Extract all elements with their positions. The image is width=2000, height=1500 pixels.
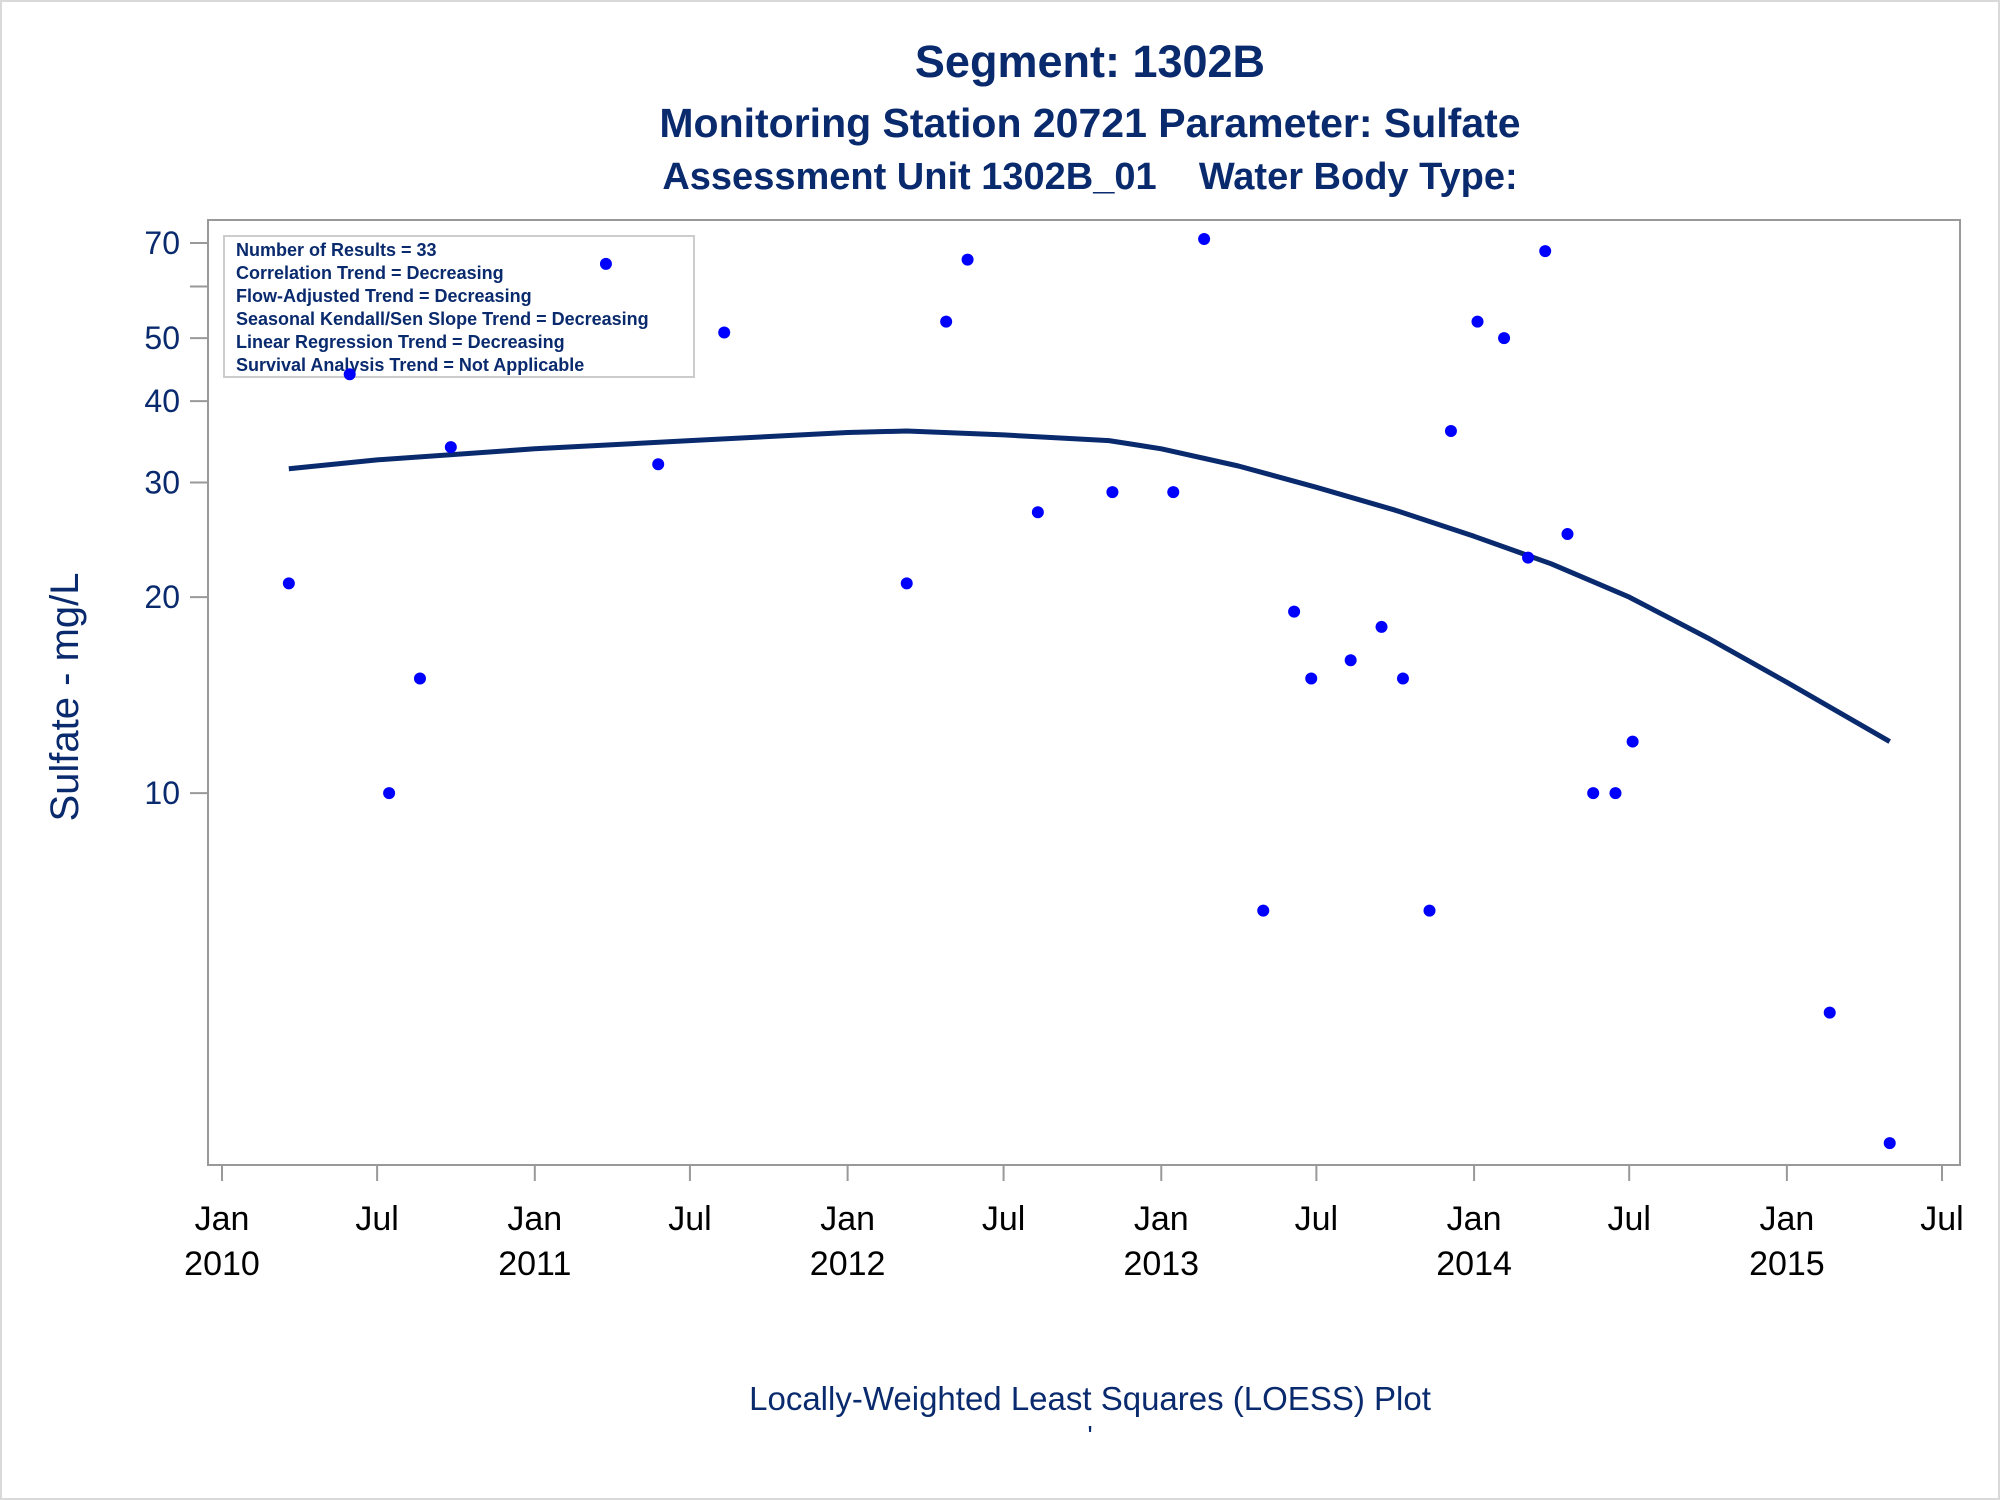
x-tick-label-month: Jan <box>507 1200 562 1238</box>
x-tick-label-month: Jul <box>982 1200 1025 1238</box>
x-tick-label-month: Jul <box>668 1200 711 1238</box>
x-tick-label-year: 2011 <box>498 1245 571 1283</box>
data-point <box>1539 245 1552 258</box>
chart-subtitle-station: Monitoring Station 20721 Parameter: Sulf… <box>659 100 1521 146</box>
data-point <box>1423 904 1436 917</box>
x-tick-label-year: 2014 <box>1436 1245 1512 1283</box>
y-tick-label: 30 <box>144 465 180 501</box>
data-point <box>1498 332 1511 345</box>
chart-title: Segment: 1302B <box>914 36 1266 87</box>
trend-summary-box: Number of Results = 33 Correlation Trend … <box>223 235 695 378</box>
data-points <box>282 232 1896 1150</box>
data-point <box>1305 672 1318 685</box>
x-tick-label-month: Jul <box>355 1200 398 1238</box>
trend-summary-frame <box>223 235 695 378</box>
x-tick-label-month: Jan <box>1134 1200 1189 1238</box>
y-tick-label: 10 <box>144 775 180 811</box>
trend-summary-line: Survival Analysis Trend = Not Applicable <box>236 355 584 375</box>
data-point <box>1257 904 1270 917</box>
y-tick-label: 70 <box>144 225 180 261</box>
data-point <box>1626 735 1639 748</box>
data-point <box>1883 1137 1896 1150</box>
data-point <box>1106 486 1119 499</box>
y-tick-label: 20 <box>144 579 180 615</box>
data-point <box>1288 605 1301 618</box>
data-point <box>413 672 426 685</box>
data-point <box>1609 787 1622 800</box>
trend-summary-line: Flow-Adjusted Trend = Decreasing <box>236 286 532 306</box>
x-tick-label-month: Jan <box>195 1200 250 1238</box>
footer-plot-type: Locally-Weighted Least Squares (LOESS) P… <box>749 1380 1431 1417</box>
data-point <box>1561 528 1574 541</box>
data-point <box>718 326 731 339</box>
data-point <box>444 441 457 454</box>
data-point <box>599 257 612 270</box>
data-point <box>1522 551 1535 564</box>
trend-summary-line: Linear Regression Trend = Decreasing <box>236 332 565 352</box>
data-point <box>1587 787 1600 800</box>
x-tick-label-month: Jan <box>820 1200 875 1238</box>
data-point <box>1396 672 1409 685</box>
data-point <box>383 787 396 800</box>
x-tick-label-year: 2010 <box>184 1245 260 1283</box>
x-tick-label-year: 2015 <box>1749 1245 1825 1283</box>
chart-subtitle-assessment: Assessment Unit 1302B_01 Water Body Type… <box>662 156 1518 198</box>
data-point <box>282 577 295 590</box>
y-axis-label: Sulfate - mg/L <box>43 572 87 821</box>
x-tick-label-year: 2013 <box>1123 1245 1199 1283</box>
data-point <box>1198 232 1211 245</box>
data-point <box>652 458 665 471</box>
data-point <box>1344 654 1357 667</box>
data-point <box>1471 315 1484 328</box>
data-point <box>1167 486 1180 499</box>
x-tick-label-month: Jul <box>1607 1200 1650 1238</box>
trend-summary-line: Seasonal Kendall/Sen Slope Trend = Decre… <box>236 309 649 329</box>
data-point <box>940 315 953 328</box>
x-axis: Jan 2010 Jul Jan 2011 Jul Jan 2012 Jul Jan 2013 Jul… <box>184 1165 1964 1283</box>
trend-summary-line: Correlation Trend = Decreasing <box>236 263 504 283</box>
y-tick-label: 40 <box>144 383 180 419</box>
data-point <box>900 577 913 590</box>
data-point <box>343 368 356 381</box>
footer-mark: ' <box>1087 1420 1093 1451</box>
x-tick-label-month: Jul <box>1295 1200 1338 1238</box>
y-tick-label: 50 <box>144 320 180 356</box>
x-tick-label-month: Jan <box>1759 1200 1814 1238</box>
data-point <box>1031 506 1044 519</box>
loess-line <box>288 428 1891 744</box>
y-axis: 10 20 30 40 50 70 <box>144 225 208 811</box>
data-point <box>961 253 974 266</box>
x-tick-label-month: Jan <box>1447 1200 1502 1238</box>
data-point <box>1444 424 1457 437</box>
x-tick-label-month: Jul <box>1920 1200 1963 1238</box>
data-point <box>1823 1006 1836 1019</box>
trend-summary-line: Number of Results = 33 <box>236 240 437 260</box>
x-tick-label-year: 2012 <box>810 1245 886 1283</box>
plot-area <box>207 219 1961 1166</box>
data-point <box>1375 620 1388 633</box>
